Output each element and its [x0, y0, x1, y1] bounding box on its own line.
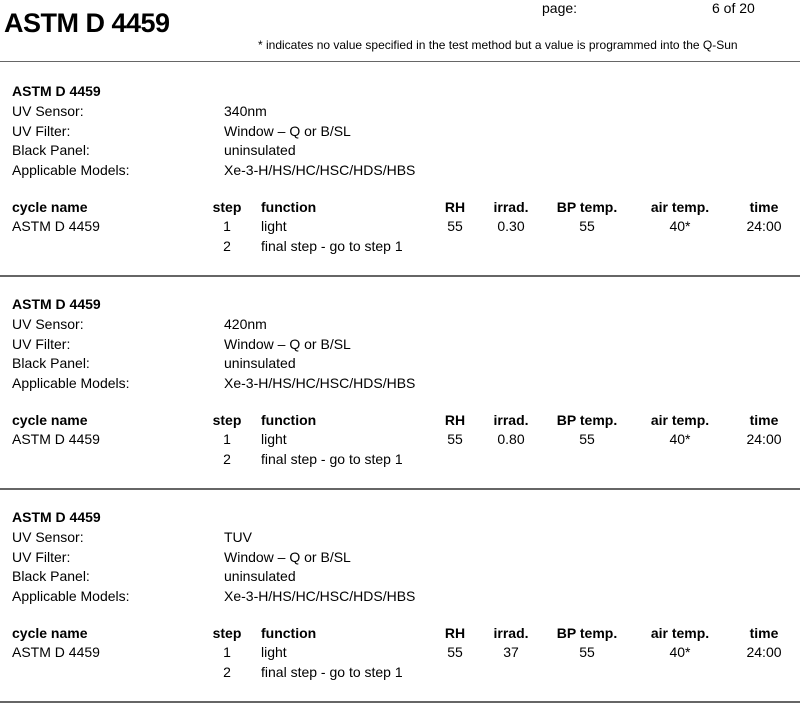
column-header-air: air temp. — [650, 625, 710, 641]
uv-filter-value: Window – Q or B/SL — [224, 335, 351, 352]
page-number: 6 of 20 — [712, 0, 755, 16]
uv-filter-value: Window – Q or B/SL — [224, 122, 351, 139]
black-panel-label: Black Panel: — [12, 142, 90, 158]
black-panel-label: Black Panel: — [12, 568, 90, 584]
cell-time: 24:00 — [746, 644, 782, 660]
cell-rh: 55 — [447, 218, 463, 234]
cell-air: 40* — [669, 431, 691, 447]
cell-cycle: ASTM D 4459 — [12, 431, 100, 447]
column-header-irrad: irrad. — [493, 625, 529, 641]
cell-function: final step - go to step 1 — [261, 237, 403, 254]
column-header-cycle: cycle name — [12, 625, 88, 641]
cell-function: light — [261, 431, 287, 447]
cell-function: final step - go to step 1 — [261, 663, 403, 680]
section-title: ASTM D 4459 — [12, 83, 101, 99]
cell-function: light — [261, 644, 287, 660]
cell-step: 2 — [223, 237, 231, 254]
column-header-step: step — [212, 412, 242, 428]
page-label: page: — [542, 0, 578, 16]
section-title: ASTM D 4459 — [12, 509, 101, 525]
applicable-models-label: Applicable Models: — [12, 374, 130, 391]
uv-sensor-label: UV Sensor: — [12, 529, 84, 545]
column-header-function: function — [261, 199, 317, 215]
applicable-models-value: Xe-3-H/HS/HC/HSC/HDS/HBS — [224, 587, 416, 604]
black-panel-value: uninsulated — [224, 568, 296, 584]
cell-time: 24:00 — [746, 218, 782, 234]
column-header-air: air temp. — [650, 199, 710, 215]
cell-cycle: ASTM D 4459 — [12, 644, 100, 660]
column-header-irrad: irrad. — [493, 412, 529, 428]
cell-irrad: 0.30 — [497, 218, 525, 234]
uv-sensor-label: UV Sensor: — [12, 103, 84, 119]
column-header-bp: BP temp. — [556, 625, 618, 641]
divider — [0, 61, 800, 62]
column-header-rh: RH — [444, 199, 466, 215]
column-header-step: step — [212, 625, 242, 641]
applicable-models-value: Xe-3-H/HS/HC/HSC/HDS/HBS — [224, 374, 416, 391]
divider — [0, 488, 800, 490]
cycle-section: ASTM D 4459 UV Sensor: TUV UV Filter: Window… — [0, 488, 800, 701]
column-header-irrad: irrad. — [493, 199, 529, 215]
black-panel-value: uninsulated — [224, 142, 296, 158]
cell-step: 2 — [223, 663, 231, 680]
cell-rh: 55 — [447, 644, 463, 660]
column-header-rh: RH — [444, 412, 466, 428]
column-header-bp: BP temp. — [556, 412, 618, 428]
cell-irrad: 0.80 — [497, 431, 525, 447]
cycle-section: ASTM D 4459 UV Sensor: 340nm UV Filter: Wind… — [0, 62, 800, 275]
uv-filter-label: UV Filter: — [12, 122, 71, 139]
black-panel-value: uninsulated — [224, 355, 296, 371]
cell-step: 1 — [223, 431, 231, 447]
cell-air: 40* — [669, 218, 691, 234]
column-header-time: time — [749, 199, 779, 215]
cell-function: final step - go to step 1 — [261, 450, 403, 467]
divider — [0, 275, 800, 277]
column-header-function: function — [261, 412, 317, 428]
uv-filter-label: UV Filter: — [12, 335, 71, 352]
cell-irrad: 37 — [503, 644, 519, 660]
uv-filter-value: Window – Q or B/SL — [224, 548, 351, 565]
cell-function: light — [261, 218, 287, 234]
column-header-time: time — [749, 412, 779, 428]
applicable-models-label: Applicable Models: — [12, 161, 130, 178]
column-header-function: function — [261, 625, 317, 641]
cell-rh: 55 — [447, 431, 463, 447]
column-header-step: step — [212, 199, 242, 215]
column-header-time: time — [749, 625, 779, 641]
cell-bp: 55 — [579, 644, 595, 660]
cell-bp: 55 — [579, 431, 595, 447]
uv-sensor-value: 340nm — [224, 103, 267, 119]
cell-step: 2 — [223, 450, 231, 467]
black-panel-label: Black Panel: — [12, 355, 90, 371]
uv-sensor-label: UV Sensor: — [12, 316, 84, 332]
column-header-bp: BP temp. — [556, 199, 618, 215]
divider — [0, 701, 800, 703]
column-header-air: air temp. — [650, 412, 710, 428]
applicable-models-label: Applicable Models: — [12, 587, 130, 604]
page-title: ASTM D 4459 — [4, 8, 170, 38]
column-header-cycle: cycle name — [12, 412, 88, 428]
column-header-cycle: cycle name — [12, 199, 88, 215]
uv-sensor-value: TUV — [224, 529, 252, 545]
footnote: * indicates no value specified in the te… — [258, 38, 738, 52]
cell-step: 1 — [223, 644, 231, 660]
section-title: ASTM D 4459 — [12, 296, 101, 312]
cycle-section: ASTM D 4459 UV Sensor: 420nm UV Filter: Wind… — [0, 275, 800, 488]
applicable-models-value: Xe-3-H/HS/HC/HSC/HDS/HBS — [224, 161, 416, 178]
cell-bp: 55 — [579, 218, 595, 234]
uv-filter-label: UV Filter: — [12, 548, 71, 565]
column-header-rh: RH — [444, 625, 466, 641]
cell-step: 1 — [223, 218, 231, 234]
uv-sensor-value: 420nm — [224, 316, 267, 332]
cell-time: 24:00 — [746, 431, 782, 447]
cell-air: 40* — [669, 644, 691, 660]
cell-cycle: ASTM D 4459 — [12, 218, 100, 234]
